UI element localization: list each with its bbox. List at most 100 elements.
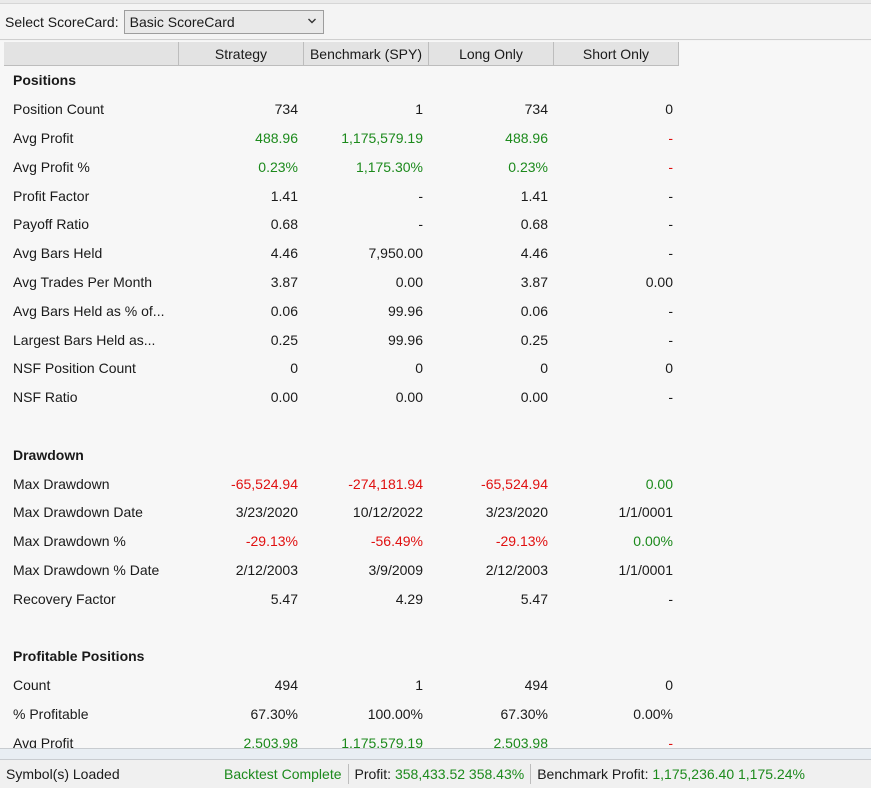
metric-row: Max Drawdown Date 3/23/2020 10/12/2022 3/23… [0,498,871,527]
section-title: Positions [13,72,77,89]
scorecard-select-label: Select ScoreCard: [5,13,119,30]
metric-value-long-only: 0.06 [520,302,548,319]
metric-value-strategy: 5.47 [270,590,298,607]
metric-label: Max Drawdown % [13,533,126,550]
metric-value-strategy: 0.25 [270,331,298,348]
metric-value-short-only: - [668,245,673,262]
metric-value-strategy: -29.13% [245,533,298,550]
metric-row: Profit Factor 1.41 - 1.41 - [0,181,871,210]
scorecard-toolbar: Select ScoreCard: Basic ScoreCard [0,4,871,40]
metric-value-short-only: - [668,187,673,204]
status-benchmark-value: 1,175,236.40 1,175.24% [652,766,805,782]
metric-value-short-only: 1/1/0001 [618,504,674,521]
metric-row: Count 494 1 494 0 [0,671,871,700]
metric-label: Position Count [13,101,105,118]
metric-value-benchmark: 0.00 [395,389,423,406]
metric-value-long-only: -65,524.94 [481,475,548,492]
metric-value-strategy: 494 [274,677,298,694]
metric-row: Avg Profit 2,503.98 1,175,579.19 2,503.98 - [0,728,871,748]
metric-value-short-only: - [668,129,673,146]
metric-row: Payoff Ratio 0.68 - 0.68 - [0,210,871,239]
metric-value-strategy: 3/23/2020 [235,504,298,521]
status-benchmark-label: Benchmark Profit: [537,766,649,782]
metric-value-benchmark: 100.00% [367,705,423,722]
metric-label: Max Drawdown % Date [13,561,160,578]
scorecard-select[interactable]: Basic ScoreCard [123,9,324,34]
metric-label: Avg Profit [13,734,74,748]
metric-row: Largest Bars Held as... 0.25 99.96 0.25 - [0,325,871,354]
header-short-only[interactable]: Short Only [554,42,679,66]
metric-value-benchmark: 1,175,579.19 [341,129,423,146]
metric-value-long-only: 0.00 [520,389,548,406]
metric-row: Max Drawdown % -29.13% -56.49% -29.13% 0.00% [0,527,871,556]
metric-value-long-only: 3/23/2020 [485,504,548,521]
metric-value-short-only: 0.00% [633,705,673,722]
metric-value-short-only: 0.00% [633,533,673,550]
section-title: Profitable Positions [13,648,145,665]
metric-value-benchmark: 1 [415,101,423,118]
metric-label: Avg Bars Held as % of... [13,302,165,319]
status-separator [530,764,532,784]
metric-value-benchmark: 1,175,579.19 [341,734,423,748]
blank-row [0,613,871,642]
metric-value-long-only: 2,503.98 [493,734,549,748]
metric-row: Position Count 734 1 734 0 [0,95,871,124]
metric-row: Max Drawdown -65,524.94 -274,181.94 -65,524… [0,469,871,498]
header-long-only[interactable]: Long Only [429,42,554,66]
metric-value-strategy: 4.46 [270,245,298,262]
metric-value-long-only: 0.68 [520,216,548,233]
metric-row: Max Drawdown % Date 2/12/2003 3/9/2009 2/12… [0,556,871,585]
metric-value-short-only: - [668,331,673,348]
metric-value-strategy: 734 [274,101,298,118]
status-symbols-loaded: Symbol(s) Loaded [6,766,120,782]
metric-value-short-only: 0 [665,101,673,118]
metric-value-benchmark: 7,950.00 [368,245,424,262]
header-strategy[interactable]: Strategy [179,42,304,66]
metric-value-long-only: 67.30% [500,705,548,722]
metric-value-benchmark: -56.49% [370,533,423,550]
metric-value-long-only: 0 [540,360,548,377]
metric-row: NSF Ratio 0.00 0.00 0.00 - [0,383,871,412]
section-header-row: Profitable Positions [0,642,871,671]
status-profit-value: 358,433.52 358.43% [394,766,525,782]
metric-value-long-only: 0.25 [520,331,548,348]
metric-value-long-only: 0.23% [508,158,548,175]
metric-value-benchmark: 99.96 [387,302,423,319]
horizontal-scrollbar[interactable] [0,748,871,760]
metric-value-short-only: - [668,590,673,607]
metric-value-long-only: 3.87 [520,273,548,290]
metric-value-short-only: 0 [665,360,673,377]
metric-value-strategy: 1.41 [270,187,298,204]
metric-value-short-only: 0.00 [645,475,673,492]
metric-value-strategy: 0.06 [270,302,298,319]
metric-label: Recovery Factor [13,590,116,607]
metric-label: NSF Ratio [13,389,78,406]
metric-value-benchmark: 99.96 [387,331,423,348]
header-row-label-column [4,42,179,66]
metric-value-strategy: 3.87 [270,273,298,290]
metric-value-long-only: 2/12/2003 [485,561,548,578]
metric-value-benchmark: 1,175.30% [356,158,423,175]
header-benchmark[interactable]: Benchmark (SPY) [304,42,429,66]
metric-value-benchmark: - [418,216,423,233]
grid-rows: Positions Position Count 734 1 734 0 Avg Profi… [0,66,871,748]
status-separator [347,764,349,784]
metric-value-strategy: 2,503.98 [243,734,299,748]
metric-value-long-only: 1.41 [520,187,548,204]
metric-label: Max Drawdown Date [13,504,143,521]
section-header-row: Positions [0,66,871,95]
metric-row: Avg Bars Held 4.46 7,950.00 4.46 - [0,239,871,268]
window-top-strip [0,0,871,4]
metric-value-long-only: 5.47 [520,590,548,607]
status-profit: Profit: 358,433.52 358.43% [349,766,531,782]
metric-row: Recovery Factor 5.47 4.29 5.47 - [0,584,871,613]
metric-value-benchmark: 0.00 [395,273,423,290]
metric-label: Avg Profit % [13,158,90,175]
metric-value-strategy: 2/12/2003 [235,561,298,578]
metric-value-short-only: - [668,734,673,748]
metric-value-short-only: - [668,302,673,319]
metric-label: Count [13,677,51,694]
metric-row: Avg Trades Per Month 3.87 0.00 3.87 0.00 [0,268,871,297]
metric-label: Profit Factor [13,187,90,204]
grid-header: Strategy Benchmark (SPY) Long Only Short… [4,42,679,66]
